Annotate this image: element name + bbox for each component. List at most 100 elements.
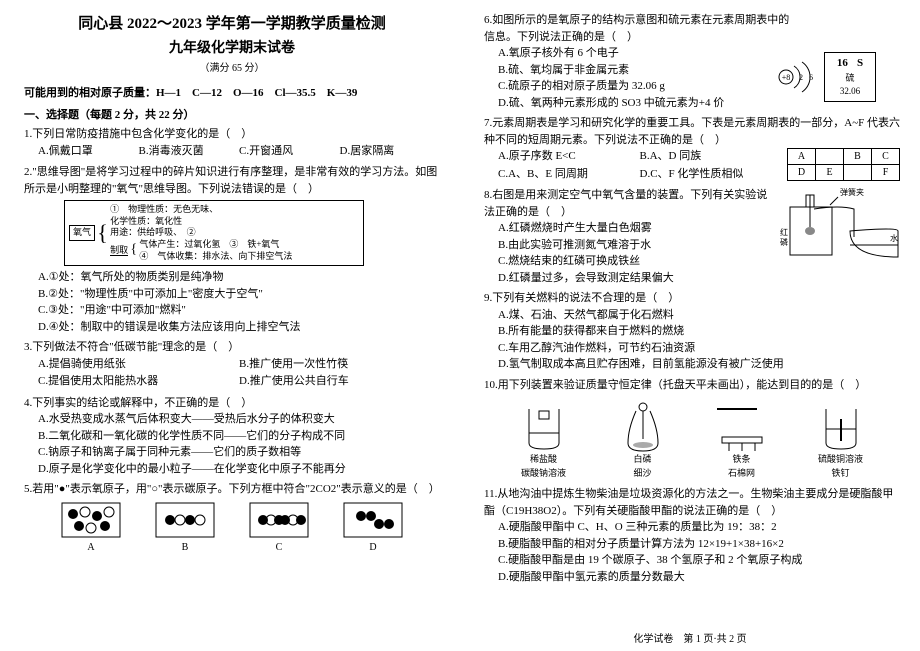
q11-b: B.硬脂酸甲酯的相对分子质量计算方法为 12×19+1×38+16×2 — [498, 536, 900, 553]
q6-stem: 6.如图所示的是氧原子的结构示意图和硫元素在元素周期表中的信息。下列说法正确的是… — [484, 12, 900, 45]
q10-d2: 铁钉 — [831, 468, 849, 478]
el-sym: S — [857, 57, 863, 69]
q5-box-a: A — [61, 502, 121, 555]
pt-d: D — [788, 165, 816, 181]
q4-c: C.钠原子和钠离子属于同种元素——它们的质子数相等 — [38, 444, 440, 461]
q7-periodic-table: A BC DE F — [787, 148, 900, 181]
mm-r1b: 化学性质：氧化性 — [110, 216, 182, 226]
section1-header: 一、选择题（每题 2 分，共 22 分） — [24, 106, 440, 122]
q11-d: D.硬脂酸甲酯中氢元素的质量分数最大 — [498, 569, 900, 586]
q7-a: A.原子序数 E<C — [498, 148, 640, 165]
q1: 1.下列日常防疫措施中包含化学变化的是（ ） A.佩戴口罩 B.消毒液灭菌 C.… — [24, 126, 440, 160]
q3-d: D.推广使用公共自行车 — [239, 373, 440, 390]
q1-c: C.开窗通风 — [239, 143, 340, 160]
q8: 弹簧夹 红 磷 水 8.右图是用来测定空气中氧气含量的装置。下列有关实验说法正确… — [484, 187, 900, 286]
q9-a: A.煤、石油、天然气都属于化石燃料 — [498, 307, 900, 324]
q3: 3.下列做法不符合"低碳节能"理念的是（ ） A.提倡骑使用纸张 B.推广使用一… — [24, 339, 440, 391]
q5-label-a: A — [61, 540, 121, 555]
q10-a1: 稀盐酸 — [530, 454, 557, 464]
q9-stem: 9.下列有关燃料的说法不合理的是（ ） — [484, 290, 900, 307]
q11-c: C.硬脂酸甲酯是由 19 个碳原子、38 个氢原子和 2 个氧原子构成 — [498, 552, 900, 569]
q10-d1: 硫酸铜溶液 — [818, 454, 863, 464]
q5-label-c: C — [249, 540, 309, 555]
q10-svg-c — [707, 399, 777, 453]
el-mass: 32.06 — [825, 85, 875, 99]
q5-stem: 5.若用"●"表示氧原子，用"○"表示碳原子。下列方框中符合"2CO2"表示意义… — [24, 481, 440, 498]
q3-stem: 3.下列做法不符合"低碳节能"理念的是（ ） — [24, 339, 440, 356]
mindmap-root: 氧气 — [69, 225, 95, 241]
q9-c: C.车用乙醇汽油作燃料，可节约石油资源 — [498, 340, 900, 357]
main-title: 同心县 2022～2023 学年第一学期教学质量检测 — [24, 12, 440, 33]
q1-b: B.消毒液灭菌 — [139, 143, 240, 160]
sub-title: 九年级化学期末试卷 — [24, 37, 440, 57]
q7-stem: 7.元素周期表是学习和研究化学的重要工具。下表是元素周期表的一部分，A~F 代表… — [484, 115, 900, 148]
q4: 4.下列事实的结论或解释中，不正确的是（ ） A.水受热变成水蒸气后体积变大——… — [24, 395, 440, 478]
q10-svg-a — [509, 399, 579, 453]
svg-text:6: 6 — [809, 73, 813, 82]
svg-text:2: 2 — [799, 73, 803, 82]
q10-stem: 10.用下列装置来验证质量守恒定律（托盘天平未画出），能达到目的的是（ ） — [484, 377, 900, 394]
q2: 2."思维导图"是将学习过程中的碎片知识进行有序整理，是非常有效的学习方法。如图… — [24, 164, 440, 335]
q11-stem: 11.从地沟油中提炼生物柴油是垃圾资源化的方法之一。生物柴油主要成分是硬脂酸甲酯… — [484, 486, 900, 519]
q10-b2: 细沙 — [633, 468, 651, 478]
el-num: 16 — [837, 57, 848, 69]
mm-r3b: ④ 气体收集：排水法、向下排空气法 — [139, 251, 292, 263]
full-marks: （满分 65 分） — [24, 59, 440, 74]
q3-a: A.提倡骑使用纸张 — [38, 356, 239, 373]
q4-stem: 4.下列事实的结论或解释中，不正确的是（ ） — [24, 395, 440, 412]
mm-r3a: 气体产生：过氧化氢 ③ 铁+氧气 — [139, 239, 292, 251]
pt-f: F — [872, 165, 900, 181]
q7: 7.元素周期表是学习和研究化学的重要工具。下表是元素周期表的一部分，A~F 代表… — [484, 115, 900, 183]
q7-d: D.C、F 化学性质相似 — [640, 166, 782, 183]
q11-a: A.硬脂酸甲酯中 C、H、O 三种元素的质量比为 19：38：2 — [498, 519, 900, 536]
q5-label-b: B — [155, 540, 215, 555]
lbl-clip: 弹簧夹 — [840, 187, 864, 197]
q9-d: D.氢气制取成本高且贮存困难，目前氢能源没有被广泛使用 — [498, 356, 900, 373]
q4-a: A.水受热变成水蒸气后体积变大——受热后水分子的体积变大 — [38, 411, 440, 428]
q9: 9.下列有关燃料的说法不合理的是（ ） A.煤、石油、天然气都属于化石燃料 B.… — [484, 290, 900, 373]
q1-d: D.居家隔离 — [340, 143, 441, 160]
pt-e: E — [816, 165, 844, 181]
q9-b: B.所有能量的获得都来自于燃料的燃烧 — [498, 323, 900, 340]
oxygen-atom-diagram: +8 2 6 — [772, 56, 818, 98]
q3-b: B.推广使用一次性竹筷 — [239, 356, 440, 373]
q10-c1: 铁条 — [732, 454, 750, 464]
q7-c: C.A、B、E 同周期 — [498, 166, 640, 183]
left-column: 同心县 2022～2023 学年第一学期教学质量检测 九年级化学期末试卷 （满分… — [0, 0, 460, 651]
pt-c: C — [872, 149, 900, 165]
page-footer: 化学试卷 第 1 页·共 2 页 — [460, 630, 920, 645]
q1-a: A.佩戴口罩 — [38, 143, 139, 160]
q5-label-d: D — [343, 540, 403, 555]
q6: 6.如图所示的是氧原子的结构示意图和硫元素在元素周期表中的信息。下列说法正确的是… — [484, 12, 900, 111]
q2-stem: 2."思维导图"是将学习过程中的碎片知识进行有序整理，是非常有效的学习方法。如图… — [24, 164, 440, 197]
q2-c: C.③处："用途"中可添加"燃料" — [38, 302, 440, 319]
lbl-water: 水 — [890, 233, 898, 243]
sulfur-element-box: 16 S 硫 32.06 — [824, 52, 876, 102]
q5-box-c: C — [249, 502, 309, 555]
q5-diagrams: A B C — [44, 502, 420, 555]
mm-r2: 用途：供给呼吸、 ② — [110, 227, 205, 237]
q10-svg-d — [806, 399, 876, 453]
q8-apparatus: 弹簧夹 红 磷 水 — [780, 187, 900, 265]
pt-b: B — [844, 149, 872, 165]
lbl-p: 红 — [780, 227, 788, 237]
q10-diagrams: 稀盐酸 碳酸钠溶液 白磷 细沙 — [494, 399, 890, 480]
right-column: 6.如图所示的是氧原子的结构示意图和硫元素在元素周期表中的信息。下列说法正确的是… — [460, 0, 920, 651]
mm-r1: ① 物理性质：无色无味、 — [110, 204, 218, 214]
q3-c: C.提倡使用太阳能热水器 — [38, 373, 239, 390]
q2-a: A.①处：氧气所处的物质类别是纯净物 — [38, 269, 440, 286]
q10-c2: 石棉网 — [728, 468, 755, 478]
q5-box-d: D — [343, 502, 403, 555]
pt-a: A — [788, 149, 816, 165]
q1-stem: 1.下列日常防疫措施中包含化学变化的是（ ） — [24, 126, 440, 143]
q10-a2: 碳酸钠溶液 — [521, 468, 566, 478]
q4-d: D.原子是化学变化中的最小粒子——在化学变化中原子不能再分 — [38, 461, 440, 478]
el-name: 硫 — [825, 72, 875, 86]
q10: 10.用下列装置来验证质量守恒定律（托盘天平未画出），能达到目的的是（ ） 稀盐… — [484, 377, 900, 481]
atom-core-label: +8 — [782, 73, 791, 82]
q2-b: B.②处："物理性质"中可添加上"密度大于空气" — [38, 286, 440, 303]
q8-d: D.红磷量过多，会导致测定结果偏大 — [498, 270, 900, 287]
mm-r3: 制取 — [110, 245, 128, 256]
exam-page: 同心县 2022～2023 学年第一学期教学质量检测 九年级化学期末试卷 （满分… — [0, 0, 920, 651]
q11: 11.从地沟油中提炼生物柴油是垃圾资源化的方法之一。生物柴油主要成分是硬脂酸甲酯… — [484, 486, 900, 585]
